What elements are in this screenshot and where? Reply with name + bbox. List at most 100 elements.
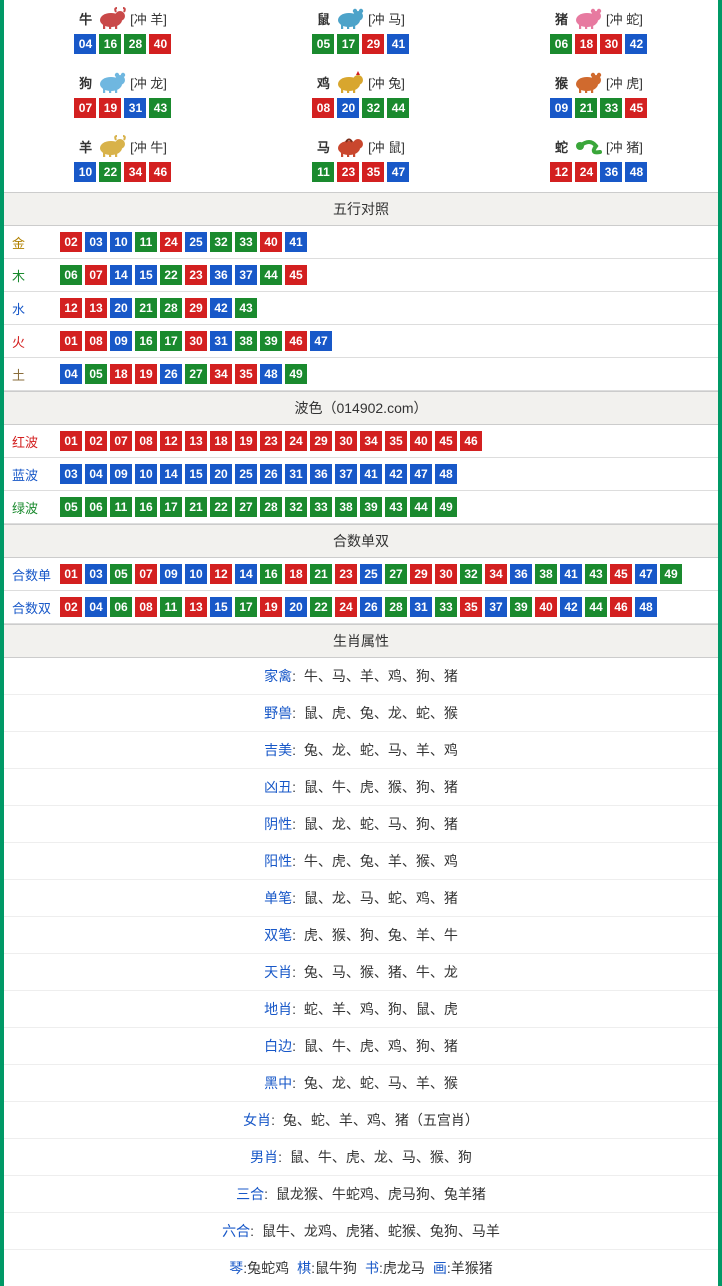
zodiac-numbers: 07193143 [8,98,238,118]
number-chip: 42 [385,464,407,484]
row-numbers: 02031011242532334041 [60,232,307,252]
number-chip: 29 [310,431,332,451]
number-chip: 16 [260,564,282,584]
row-label: 合数双 [12,598,60,617]
number-chip: 09 [160,564,182,584]
number-chip: 32 [460,564,482,584]
number-chip: 43 [385,497,407,517]
number-chip: 46 [460,431,482,451]
zodiac-clash: [冲 牛] [130,137,167,156]
bottom-key: 琴 [229,1260,243,1276]
number-chip: 05 [60,497,82,517]
zodiac-cell: 猴[冲 虎]09213345 [480,64,718,128]
colon: : [250,1223,258,1239]
number-chip: 19 [135,364,157,384]
bottom-pair: 琴:兔蛇鸡 [229,1260,289,1276]
attr-row: 吉美: 兔、龙、蛇、马、羊、鸡 [4,732,718,769]
row-label: 火 [12,332,60,351]
attrs-header: 生肖属性 [4,624,718,658]
rooster-icon [332,70,366,94]
attr-row: 野兽: 鼠、虎、兔、龙、蛇、猴 [4,695,718,732]
zodiac-clash: [冲 虎] [606,73,643,92]
row-label: 木 [12,266,60,285]
heshu-rows: 合数单0103050709101214161821232527293032343… [4,558,718,624]
number-chip: 33 [600,98,622,118]
zodiac-clash: [冲 兔] [368,73,405,92]
attr-row: 阴性: 鼠、龙、蛇、马、狗、猪 [4,806,718,843]
number-chip: 38 [535,564,557,584]
number-chip: 34 [210,364,232,384]
number-chip: 24 [160,232,182,252]
number-chip: 42 [560,597,582,617]
bose-header: 波色（014902.com） [4,391,718,425]
attr-value: 兔、龙、蛇、马、羊、猴 [304,1075,458,1091]
attr-row: 家禽: 牛、马、羊、鸡、狗、猪 [4,658,718,695]
number-chip: 33 [310,497,332,517]
pig-icon [570,6,604,30]
attr-row: 单笔: 鼠、龙、马、蛇、鸡、猪 [4,880,718,917]
zodiac-clash: [冲 龙] [130,73,167,92]
ox-icon [94,6,128,30]
number-chip: 17 [337,34,359,54]
table-row: 水1213202128294243 [4,292,718,325]
number-chip: 48 [635,597,657,617]
table-row: 合数双0204060811131517192022242628313335373… [4,591,718,624]
number-chip: 22 [99,162,121,182]
number-chip: 47 [310,331,332,351]
number-chip: 39 [260,331,282,351]
number-chip: 31 [285,464,307,484]
zodiac-clash: [冲 猪] [606,137,643,156]
table-row: 绿波05061116172122272832333839434449 [4,491,718,524]
number-chip: 23 [337,162,359,182]
number-chip: 05 [110,564,132,584]
number-chip: 31 [410,597,432,617]
zodiac-name: 鼠 [317,9,330,28]
bottom-pair: 画:羊猴猪 [433,1260,493,1276]
number-chip: 18 [210,431,232,451]
attr-value: 虎、猴、狗、兔、羊、牛 [304,927,458,943]
number-chip: 05 [85,364,107,384]
bottom-value: 虎龙马 [383,1260,425,1276]
number-chip: 29 [362,34,384,54]
zodiac-numbers: 10223446 [8,162,238,182]
number-chip: 11 [160,597,182,617]
number-chip: 43 [149,98,171,118]
number-chip: 28 [385,597,407,617]
number-chip: 22 [210,497,232,517]
number-chip: 49 [285,364,307,384]
number-chip: 42 [625,34,647,54]
attr-value: 牛、虎、兔、羊、猴、鸡 [304,853,458,869]
attr-key: 双笔 [264,927,292,943]
number-chip: 10 [74,162,96,182]
number-chip: 49 [435,497,457,517]
colon: : [292,742,300,758]
dog-icon [94,70,128,94]
number-chip: 34 [485,564,507,584]
number-chip: 14 [235,564,257,584]
number-chip: 43 [235,298,257,318]
table-row: 火0108091617303138394647 [4,325,718,358]
number-chip: 18 [285,564,307,584]
number-chip: 24 [335,597,357,617]
number-chip: 15 [135,265,157,285]
number-chip: 08 [85,331,107,351]
zodiac-name: 牛 [79,9,92,28]
zodiac-name: 猴 [555,73,568,92]
number-chip: 48 [260,364,282,384]
number-chip: 06 [60,265,82,285]
row-numbers: 1213202128294243 [60,298,257,318]
number-chip: 36 [210,265,232,285]
number-chip: 46 [610,597,632,617]
colon: : [292,779,300,795]
table-row: 木06071415222336374445 [4,259,718,292]
number-chip: 30 [185,331,207,351]
row-numbers: 05061116172122272832333839434449 [60,497,457,517]
attr-value: 兔、马、猴、猪、牛、龙 [304,964,458,980]
zodiac-cell: 蛇[冲 猪]12243648 [480,128,718,192]
bottom-key: 棋 [297,1260,311,1276]
attr-value: 鼠、龙、马、蛇、鸡、猪 [304,890,458,906]
attr-key: 女肖 [243,1112,271,1128]
bottom-value: 鼠牛狗 [315,1260,357,1276]
number-chip: 35 [235,364,257,384]
number-chip: 15 [185,464,207,484]
